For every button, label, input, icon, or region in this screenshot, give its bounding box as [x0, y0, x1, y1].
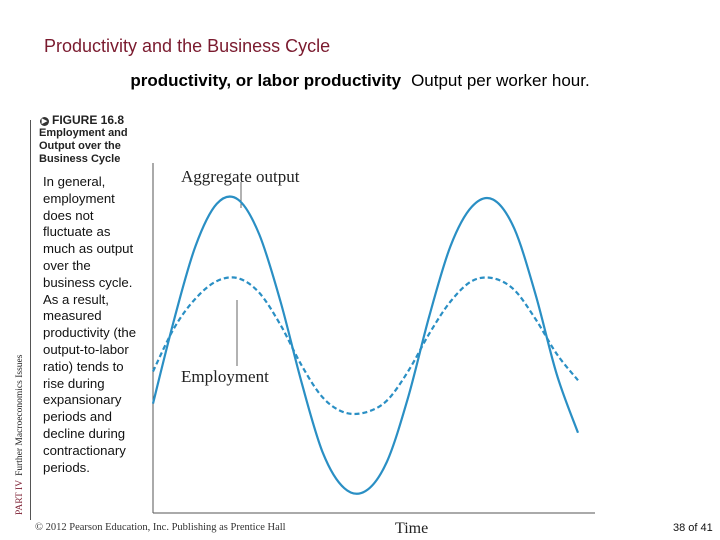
- side-text: In general, employment does not fluctuat…: [43, 174, 137, 475]
- series-layer: [151, 195, 580, 495]
- slide-title: Productivity and the Business Cycle: [44, 36, 331, 56]
- definition-text: Output per worker hour.: [411, 71, 590, 90]
- annotation-employment: Employment: [181, 367, 269, 386]
- figure-bullet-icon: ▶: [40, 117, 49, 126]
- part-divider: [30, 120, 31, 520]
- definition-term: productivity, or labor productivity: [130, 71, 402, 90]
- figure-label-text: FIGURE 16.8: [52, 113, 125, 127]
- definition-line: productivity, or labor productivity Outpu…: [0, 71, 720, 91]
- series-line-employment: [152, 276, 579, 416]
- copyright: © 2012 Pearson Education, Inc. Publishin…: [35, 522, 286, 533]
- annotation-aggregate-output: Aggregate output: [181, 167, 300, 186]
- series-line-aggregate-output: [151, 195, 580, 495]
- figure-caption: Employment and Output over the Business …: [39, 127, 128, 165]
- figure-label: ▶ FIGURE 16.8: [40, 113, 124, 127]
- x-axis-label: Time: [395, 520, 428, 537]
- page-number: 38 of 41: [673, 522, 713, 534]
